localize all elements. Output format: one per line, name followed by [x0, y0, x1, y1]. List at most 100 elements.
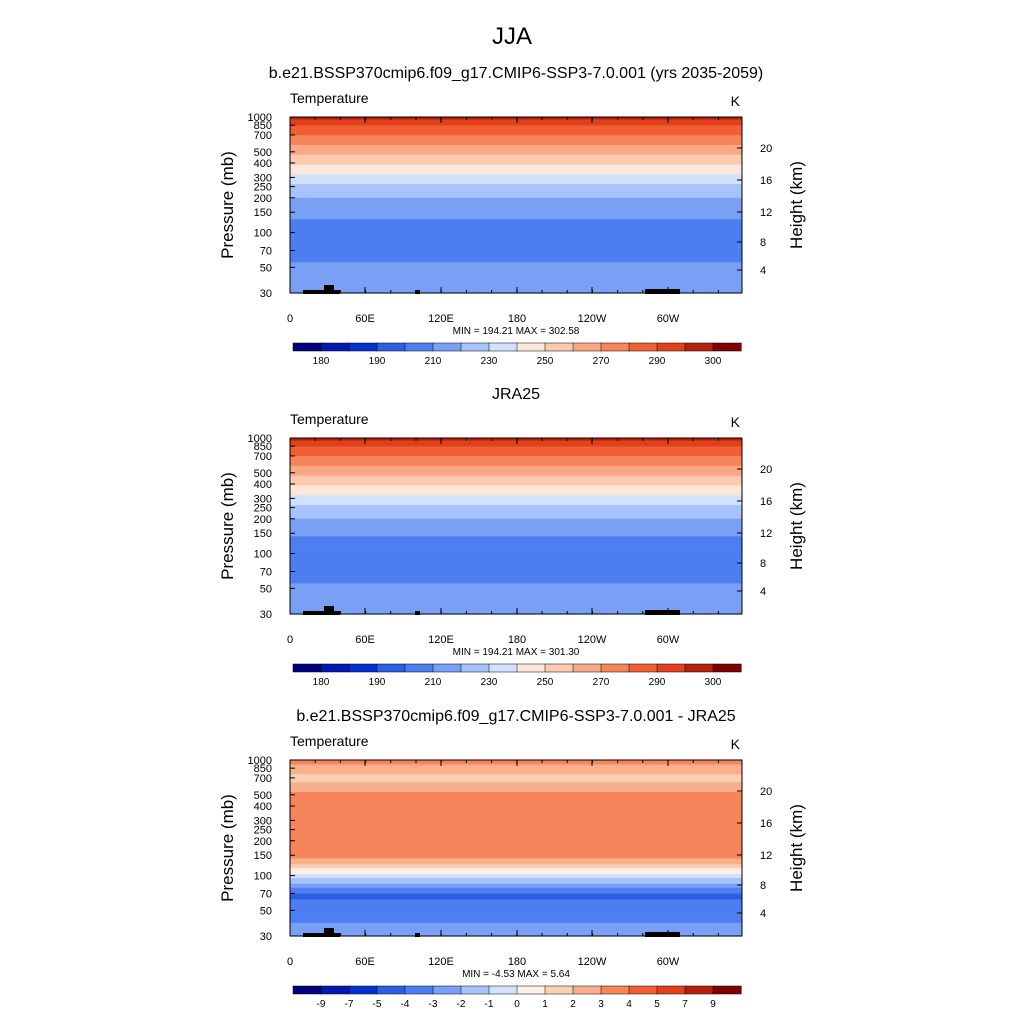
contour-band	[290, 132, 742, 136]
contour-band	[290, 216, 742, 220]
contour-band	[290, 545, 742, 549]
contour-band	[290, 803, 742, 806]
contour-band	[290, 201, 742, 204]
contour-band	[290, 586, 742, 590]
contour-band	[290, 569, 742, 572]
contour-band	[290, 799, 742, 802]
contour-band	[290, 820, 742, 824]
contour-band	[290, 773, 742, 777]
contour-band	[290, 490, 742, 494]
contour-band	[290, 783, 742, 787]
y-tick-label: 30	[260, 931, 272, 943]
y-right-tick-label: 4	[760, 908, 766, 920]
contour-band	[290, 777, 742, 781]
contour-band	[290, 146, 742, 149]
terrain-mask	[415, 611, 420, 615]
contour-band	[290, 769, 742, 773]
contour-band	[290, 928, 742, 931]
contour-band	[290, 565, 742, 568]
contour-band	[290, 185, 742, 188]
colorbar-swatch	[320, 342, 350, 352]
panel-title: b.e21.BSSP370cmip6.f09_g17.CMIP6-SSP3-7.…	[269, 65, 764, 82]
contour-band	[290, 908, 742, 912]
contour-band	[290, 257, 742, 261]
colorbar-swatch	[544, 985, 574, 995]
contour-band	[290, 594, 742, 597]
contour-band	[290, 808, 742, 812]
contour-band	[290, 246, 742, 249]
contour-band	[290, 506, 742, 509]
contour-band	[290, 117, 742, 120]
contour-band	[290, 136, 742, 140]
chart-panel-1: b.e21.BSSP370cmip6.f09_g17.CMIP6-SSP3-7.…	[218, 65, 806, 367]
contour-band	[290, 592, 742, 596]
x-tick-label: 0	[287, 634, 293, 646]
colorbar-swatch	[460, 342, 490, 352]
contour-band	[290, 930, 742, 933]
y-tick-label: 100	[254, 871, 272, 883]
panel-title: b.e21.BSSP370cmip6.f09_g17.CMIP6-SSP3-7.…	[296, 708, 735, 725]
contour-band	[290, 610, 742, 613]
contour-band	[290, 555, 742, 558]
contour-band	[290, 482, 742, 486]
colorbar-swatch	[404, 663, 434, 673]
contour-band	[290, 161, 742, 165]
contour-band	[290, 471, 742, 474]
contour-band	[290, 175, 742, 179]
colorbar-swatch	[376, 663, 406, 673]
colorbar-swatch	[488, 985, 518, 995]
terrain-mask	[415, 933, 420, 937]
contour-band	[290, 477, 742, 480]
colorbar-label: 1	[542, 999, 548, 1010]
contour-band	[290, 251, 742, 255]
y-axis-title-right: Height (km)	[787, 482, 806, 570]
contour-band	[290, 900, 742, 904]
y-right-tick-label: 20	[760, 464, 772, 476]
contour-band	[290, 879, 742, 882]
terrain-mask	[303, 933, 340, 937]
y-right-tick-label: 12	[760, 850, 772, 862]
contour-band	[290, 912, 742, 916]
colorbar-swatch	[460, 663, 490, 673]
colorbar-label: 290	[649, 677, 666, 688]
contour-band	[290, 518, 742, 521]
contour-band	[290, 824, 742, 828]
contour-band	[290, 543, 742, 547]
colorbar-swatch	[404, 985, 434, 995]
colorbar-swatch	[572, 342, 602, 352]
x-tick-label: 60E	[355, 313, 375, 325]
contour-band	[290, 873, 742, 876]
contour-band	[290, 785, 742, 788]
contour-band	[290, 242, 742, 245]
y-tick-label: 250	[254, 825, 272, 837]
contour-band	[290, 524, 742, 527]
contour-band	[290, 203, 742, 206]
contour-band	[290, 588, 742, 592]
chart-panel-2: JRA25 Temperature K 0 60E 120E 180 120W 60W 30 50 7…	[218, 386, 806, 688]
y-tick-label: 700	[254, 130, 272, 142]
colorbar-swatch	[656, 342, 686, 352]
contour-band	[290, 197, 742, 200]
contour-band	[290, 816, 742, 820]
contour-band	[290, 582, 742, 586]
contour-band	[290, 810, 742, 814]
contour-band	[290, 224, 742, 228]
contour-band	[290, 765, 742, 769]
contour-band	[290, 150, 742, 153]
colorbar-label: 180	[313, 356, 330, 367]
contour-band	[290, 557, 742, 560]
contour-band	[290, 210, 742, 214]
contour-band	[290, 255, 742, 259]
contour-band	[290, 283, 742, 286]
colorbar-label: 190	[369, 356, 386, 367]
contour-band	[290, 875, 742, 878]
contour-band	[290, 526, 742, 529]
colorbar-swatch	[516, 663, 546, 673]
contour-band	[290, 541, 742, 545]
contour-band	[290, 160, 742, 163]
y-tick-label: 150	[254, 850, 272, 862]
contour-band	[290, 463, 742, 466]
y-tick-label: 850	[254, 441, 272, 453]
colorbar-swatch	[628, 985, 658, 995]
